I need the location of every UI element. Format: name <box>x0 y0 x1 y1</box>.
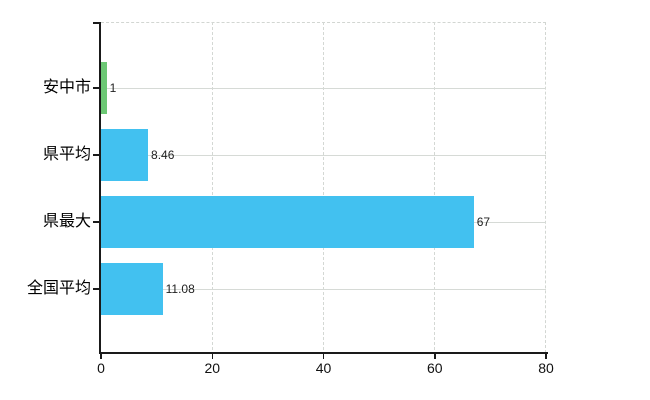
category-label: 全国平均 <box>26 280 91 297</box>
x-gridline <box>434 22 436 353</box>
bar-value-label: 67 <box>476 215 491 229</box>
y-axis-tick <box>93 221 100 223</box>
x-axis-tick <box>100 354 102 359</box>
y-axis-tick <box>93 87 100 89</box>
x-gridline <box>323 22 324 353</box>
bar-value-label: 8.46 <box>151 148 175 162</box>
x-tick-label: 20 <box>204 360 221 376</box>
x-axis-tick <box>211 354 213 359</box>
x-axis-tick <box>322 354 325 359</box>
bar-安中市 <box>101 62 107 114</box>
x-axis-tick <box>434 354 436 359</box>
bar-value-label: 1 <box>109 81 117 95</box>
category-gridline <box>101 87 546 89</box>
x-tick-label: 60 <box>426 360 443 376</box>
x-tick-label: 80 <box>538 360 554 376</box>
category-label: 県平均 <box>42 146 91 163</box>
x-axis-tick <box>545 354 547 359</box>
bar-県平均 <box>101 129 149 181</box>
x-axis-line <box>99 352 548 354</box>
x-tick-label: 0 <box>97 360 105 376</box>
y-axis-tick <box>93 288 100 290</box>
bar-県最大 <box>101 196 474 248</box>
bar-全国平均 <box>101 263 163 315</box>
category-label: 安中市 <box>42 79 91 96</box>
y-axis-tick <box>93 154 100 156</box>
y-axis-line <box>99 22 101 354</box>
category-gridline <box>101 154 546 156</box>
y-axis-end-tick <box>93 22 101 24</box>
bar-value-label: 11.08 <box>165 282 195 296</box>
x-gridline <box>211 22 213 353</box>
category-gridline <box>101 288 546 290</box>
category-label: 県最大 <box>42 213 91 230</box>
x-tick-label: 40 <box>315 360 332 376</box>
